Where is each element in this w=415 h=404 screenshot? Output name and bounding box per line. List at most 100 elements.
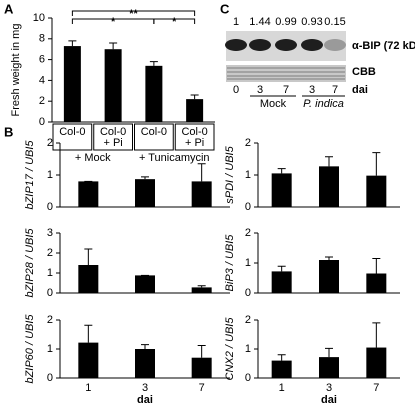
bar	[191, 357, 212, 378]
y-axis-label: bZIP60 / UBI5	[24, 314, 36, 384]
panel-label: C	[220, 1, 230, 16]
error-bar	[141, 344, 149, 349]
bar	[63, 46, 81, 122]
bar	[319, 166, 339, 207]
y-tick-label: 0	[245, 287, 251, 299]
group-label: + Mock	[75, 152, 111, 164]
y-tick-label: 2	[245, 314, 251, 326]
y-tick-label: 0	[245, 201, 251, 213]
error-bar	[84, 324, 93, 343]
error-bar	[197, 345, 206, 358]
y-tick-label: 0	[39, 116, 45, 128]
bar	[271, 360, 292, 378]
error-bar	[190, 94, 199, 100]
y-tick-label: 6	[39, 54, 45, 66]
blot-band	[301, 39, 323, 51]
group-label: Mock	[260, 98, 287, 110]
group-label: P. indica	[303, 98, 344, 110]
quantification-label: 1.44	[249, 16, 270, 28]
x-axis-label: dai	[137, 394, 153, 404]
error-bar	[277, 354, 286, 361]
y-tick-label: 4	[39, 74, 45, 86]
error-bar	[197, 285, 206, 288]
y-tick-label: 10	[33, 12, 45, 24]
y-tick-label: 3	[47, 227, 53, 239]
lane-label: 7	[332, 84, 338, 96]
x-tick-label: Col-0	[100, 126, 126, 138]
x-tick-label: Col-0	[181, 126, 207, 138]
y-tick-label: 1	[245, 257, 251, 269]
label-box	[93, 123, 133, 151]
y-tick-label: 1	[245, 169, 251, 181]
y-tick-label: 2	[47, 137, 53, 149]
error-bar	[325, 156, 333, 167]
band-label: α-BIP (72 kD)	[352, 40, 415, 52]
y-tick-label: 0	[245, 372, 251, 384]
x-tick-label: Col-0	[59, 126, 85, 138]
y-axis-label: sPDI / UBI5	[224, 145, 236, 203]
y-axis-label: Fresh weight in mg	[10, 24, 22, 117]
panel-label: B	[4, 124, 13, 139]
blot-band	[324, 39, 346, 51]
error-bar	[325, 256, 333, 260]
label-box	[174, 123, 215, 151]
significance-label: *	[172, 16, 177, 28]
bar	[104, 49, 122, 123]
y-tick-label: 8	[39, 33, 45, 45]
panel-label: A	[4, 1, 14, 16]
bar	[319, 260, 339, 293]
x-tick-sublabel: + Pi	[103, 137, 122, 149]
x-tick-sublabel: + Pi	[185, 137, 204, 149]
y-tick-label: 1	[47, 267, 53, 279]
lane-label: 3	[257, 84, 263, 96]
significance-bracket	[71, 10, 196, 16]
band-label: CBB	[352, 66, 376, 78]
x-tick-label: Col-0	[141, 126, 167, 138]
y-axis-label: bZIP17 / UBI5	[24, 140, 36, 210]
y-tick-label: 2	[47, 247, 53, 259]
error-bar	[325, 347, 333, 358]
quantification-label: 1	[233, 16, 239, 28]
bar	[191, 181, 212, 207]
bar	[135, 349, 155, 378]
y-tick-label: 1	[47, 343, 53, 355]
error-bar	[277, 168, 286, 174]
error-bar	[109, 42, 118, 50]
bar	[78, 181, 99, 207]
label-box	[134, 123, 174, 151]
lane-label: 0	[233, 84, 239, 96]
x-axis-label: dai	[352, 84, 368, 96]
y-axis-label: bZIP28 / UBI5	[24, 228, 36, 298]
bar	[135, 179, 155, 207]
significance-label: *	[111, 16, 116, 28]
y-axis-label: CNX2 / UBI5	[224, 317, 236, 381]
y-tick-label: 1	[47, 169, 53, 181]
error-bar	[372, 258, 381, 274]
bar	[366, 175, 387, 207]
blot-band	[275, 39, 297, 51]
error-bar	[197, 163, 206, 182]
bar	[319, 357, 339, 378]
y-tick-label: 0	[47, 201, 53, 213]
bar	[186, 99, 204, 122]
blot-band	[249, 39, 271, 51]
error-bar	[372, 322, 381, 348]
bar	[135, 275, 155, 293]
y-tick-label: 2	[245, 227, 251, 239]
y-tick-label: 2	[47, 314, 53, 326]
bar	[78, 265, 99, 293]
bar	[145, 65, 163, 122]
x-tick-label: 1	[279, 382, 285, 394]
bar	[366, 347, 387, 378]
lane-label: 3	[309, 84, 315, 96]
error-bar	[84, 248, 93, 265]
x-tick-label: 7	[199, 382, 205, 394]
y-tick-label: 0	[47, 287, 53, 299]
x-tick-label: 1	[85, 382, 91, 394]
y-tick-label: 0	[47, 372, 53, 384]
significance-label: **	[129, 8, 138, 20]
bar	[191, 287, 212, 293]
error-bar	[68, 40, 77, 47]
error-bar	[149, 61, 158, 66]
